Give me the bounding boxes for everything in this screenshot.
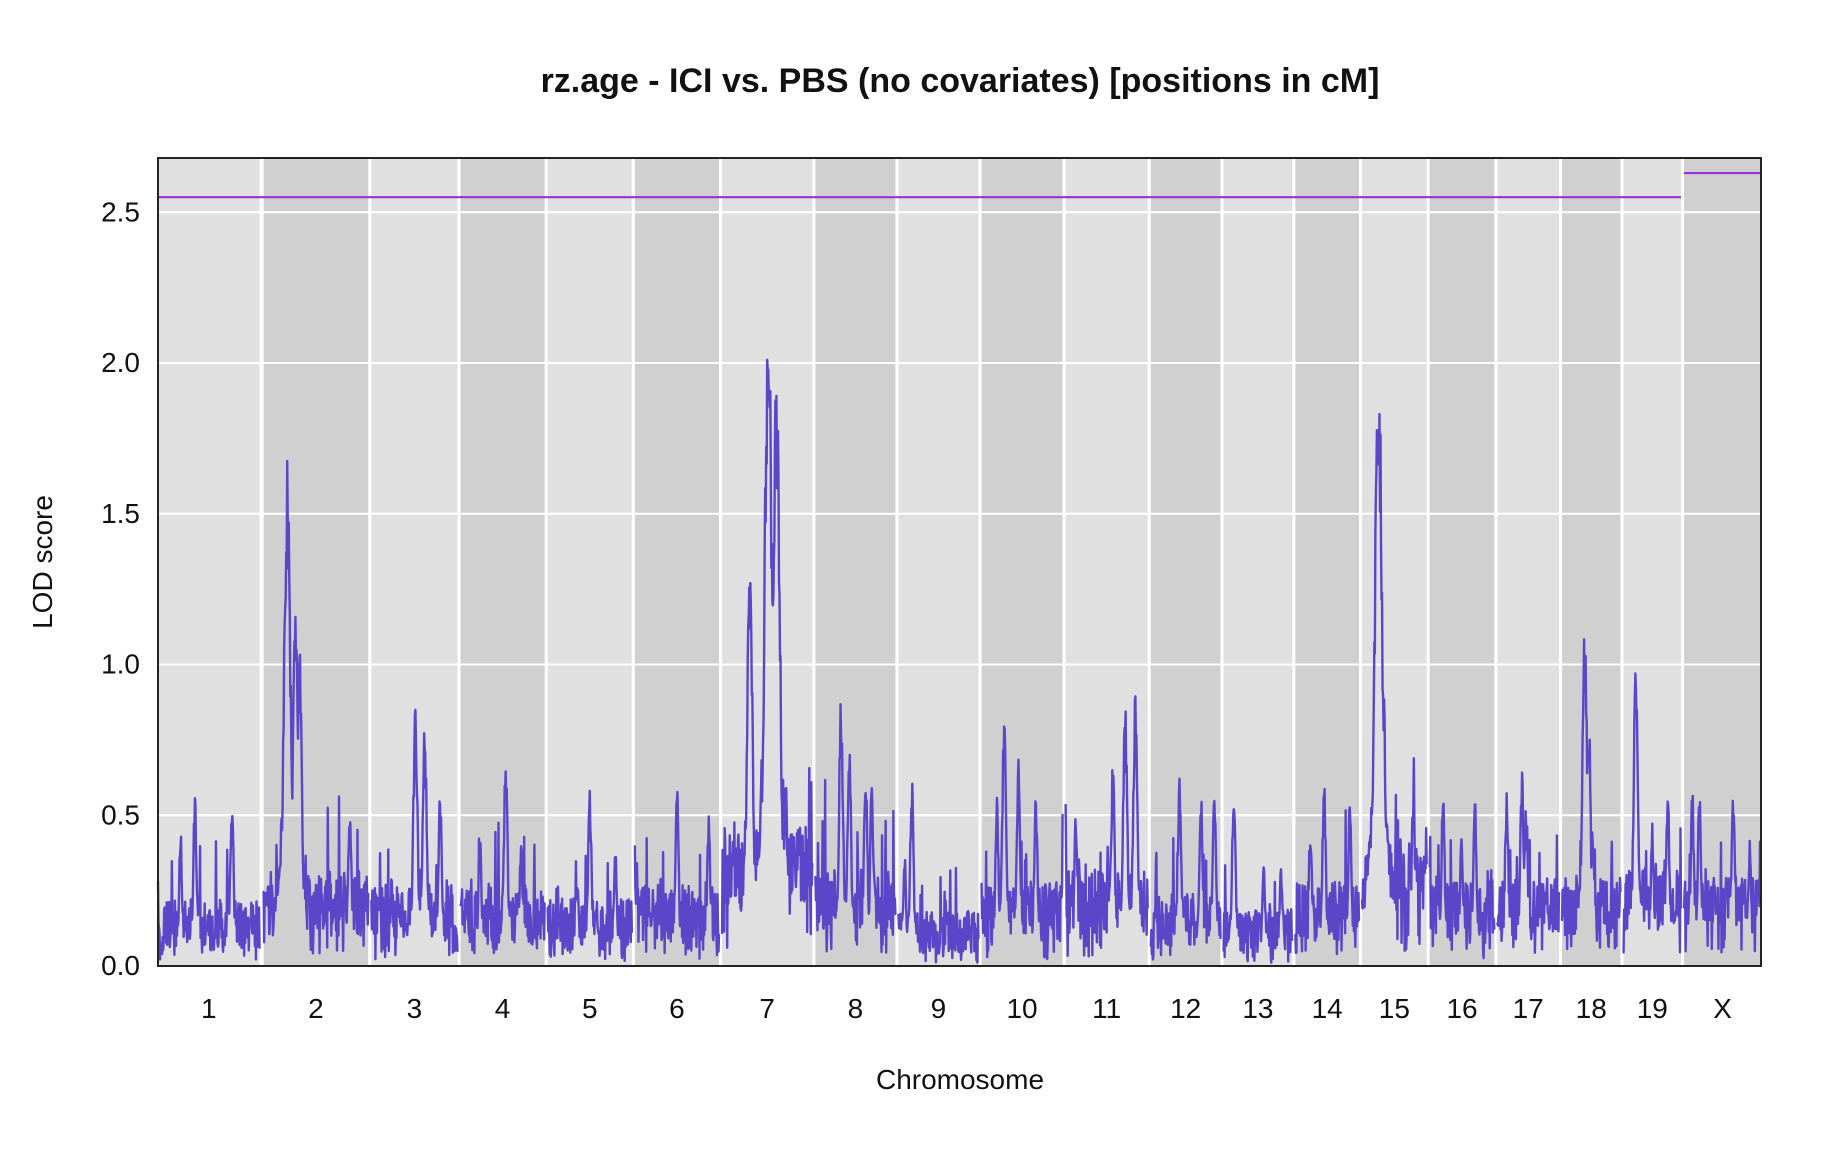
lod-series-chr-17 bbox=[1496, 771, 1561, 954]
lod-series-chr-19 bbox=[1622, 672, 1683, 954]
chromosome-label-14: 14 bbox=[1312, 993, 1343, 1024]
lod-series-chr-8 bbox=[814, 703, 897, 954]
chromosome-band-X bbox=[1684, 158, 1761, 966]
chart-title: rz.age - ICI vs. PBS (no covariates) [po… bbox=[541, 62, 1380, 100]
chromosome-band-3 bbox=[371, 158, 458, 966]
y-tick-label-2.0: 2.0 bbox=[101, 347, 140, 378]
chromosome-label-5: 5 bbox=[582, 993, 598, 1024]
lod-series-chr-5 bbox=[546, 789, 634, 963]
chromosome-label-12: 12 bbox=[1170, 993, 1201, 1024]
chromosome-label-7: 7 bbox=[759, 993, 775, 1024]
chromosome-bands bbox=[158, 158, 1761, 966]
y-tick-label-0.5: 0.5 bbox=[101, 799, 140, 830]
chromosome-label-11: 11 bbox=[1092, 993, 1121, 1024]
chromosome-label-13: 13 bbox=[1242, 993, 1273, 1024]
chromosome-label-X: X bbox=[1713, 993, 1732, 1024]
lod-series-chr-2 bbox=[262, 459, 370, 955]
chromosome-label-16: 16 bbox=[1446, 993, 1477, 1024]
lod-series-chr-9 bbox=[897, 782, 980, 964]
x-axis-label: Chromosome bbox=[876, 1064, 1044, 1095]
chromosome-label-17: 17 bbox=[1513, 993, 1544, 1024]
lod-series-chr-X bbox=[1682, 794, 1763, 954]
y-axis-label: LOD score bbox=[27, 495, 58, 629]
lod-series-chr-13 bbox=[1222, 808, 1294, 964]
chromosome-band-2 bbox=[263, 158, 369, 966]
chromosome-band-8 bbox=[815, 158, 896, 966]
lod-series bbox=[156, 358, 1763, 964]
chromosome-label-2: 2 bbox=[308, 993, 324, 1024]
y-tick-label-2.5: 2.5 bbox=[101, 196, 140, 227]
y-axis-ticks: 0.0 0.5 1.0 1.5 2.0 2.5 bbox=[101, 196, 140, 981]
lod-series-chr-14 bbox=[1294, 787, 1361, 956]
chromosome-label-8: 8 bbox=[848, 993, 864, 1024]
chromosome-label-6: 6 bbox=[669, 993, 685, 1024]
lod-series-chr-10 bbox=[980, 725, 1064, 961]
chromosome-label-3: 3 bbox=[407, 993, 423, 1024]
y-tick-label-1.0: 1.0 bbox=[101, 649, 140, 680]
chromosome-band-5 bbox=[547, 158, 632, 966]
lod-series-chr-11 bbox=[1064, 695, 1149, 958]
x-axis-chromosome-labels: 1 2 3 4 5 6 7 8 9 10 11 12 13 14 15 16 17 18 19 X bbox=[201, 993, 1732, 1024]
chromosome-label-18: 18 bbox=[1576, 993, 1607, 1024]
lod-series-chr-4 bbox=[459, 770, 546, 955]
chromosome-label-19: 19 bbox=[1637, 993, 1668, 1024]
chromosome-band-1 bbox=[158, 158, 260, 966]
chromosome-band-12 bbox=[1150, 158, 1221, 966]
chromosome-band-13 bbox=[1223, 158, 1293, 966]
chromosome-label-10: 10 bbox=[1006, 993, 1037, 1024]
lod-series-chr-16 bbox=[1428, 802, 1496, 960]
chromosome-label-9: 9 bbox=[931, 993, 947, 1024]
y-tick-label-0.0: 0.0 bbox=[101, 950, 140, 981]
lod-series-chr-7 bbox=[720, 358, 814, 949]
lod-series-chr-15 bbox=[1360, 412, 1428, 953]
chromosome-label-1: 1 bbox=[201, 993, 217, 1024]
chromosome-band-4 bbox=[460, 158, 545, 966]
chromosome-label-15: 15 bbox=[1379, 993, 1410, 1024]
chromosome-band-16 bbox=[1429, 158, 1495, 966]
chromosome-band-15 bbox=[1362, 158, 1427, 966]
lod-series-chr-1 bbox=[156, 796, 261, 961]
lod-series-chr-18 bbox=[1560, 638, 1622, 951]
chromosome-band-11 bbox=[1065, 158, 1148, 966]
lod-series-chr-3 bbox=[370, 708, 459, 961]
horizontal-gridlines bbox=[158, 211, 1761, 817]
threshold-lines bbox=[158, 171, 1761, 199]
lod-series-chr-12 bbox=[1149, 777, 1222, 961]
y-tick-label-1.5: 1.5 bbox=[101, 498, 140, 529]
lod-series-chr-6 bbox=[633, 790, 721, 960]
plot-frame bbox=[157, 157, 1762, 967]
chromosome-label-4: 4 bbox=[495, 993, 511, 1024]
